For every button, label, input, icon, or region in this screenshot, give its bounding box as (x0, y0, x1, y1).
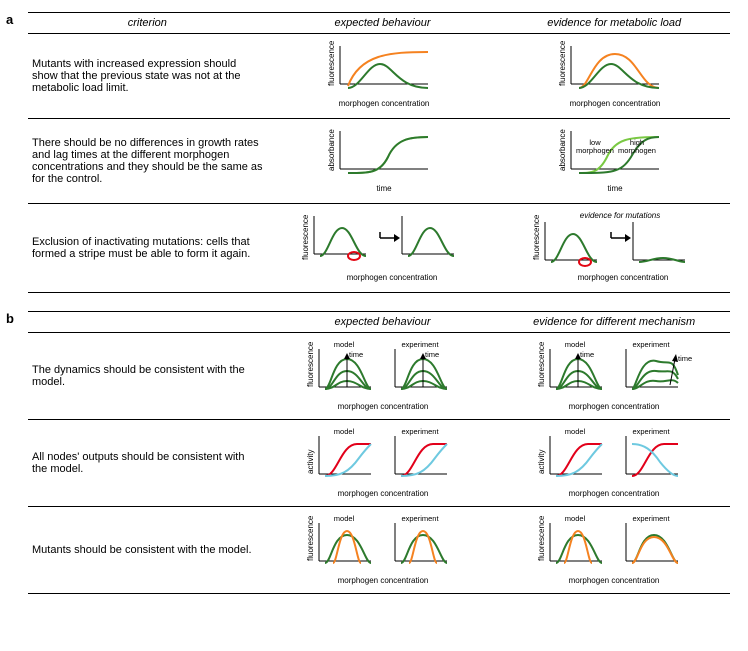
evidence-plot: fluorescence model experiment time (498, 333, 730, 420)
svg-text:morphogen concentration: morphogen concentration (337, 402, 428, 411)
header-mechanism: evidence for different mechanism (498, 312, 730, 333)
chart-svg: fluorescence morphogen concentration (557, 40, 671, 112)
svg-text:fluorescence: fluorescence (558, 40, 567, 86)
expected-plot: absorbance time (267, 119, 499, 204)
svg-text:fluorescence: fluorescence (532, 214, 541, 260)
svg-text:model: model (333, 340, 354, 349)
chart-svg-pair: fluorescence model experiment morphogen … (536, 513, 692, 587)
expected-plot: activity model experiment morphogen conc… (267, 420, 499, 507)
svg-text:absorbance: absorbance (327, 129, 336, 171)
svg-text:model: model (333, 427, 354, 436)
criterion-text: Mutants with increased expression should… (28, 34, 267, 119)
svg-text:morphogen concentration: morphogen concentration (569, 402, 660, 411)
svg-text:model: model (565, 514, 586, 523)
svg-text:fluorescence: fluorescence (537, 515, 546, 561)
chart-svg-pair: fluorescence model experiment morphogen … (305, 513, 461, 587)
svg-text:morphogen concentration: morphogen concentration (578, 273, 669, 282)
expected-plot: fluorescence model experiment morphogen … (267, 507, 499, 594)
table-row: There should be no differences in growth… (28, 119, 730, 204)
svg-text:activity: activity (306, 450, 315, 474)
svg-text:morphogen concentration: morphogen concentration (569, 576, 660, 585)
table-row: Mutants with increased expression should… (28, 34, 730, 119)
section-b-label: b (6, 311, 14, 326)
table-row: All nodes' outputs should be consistent … (28, 420, 730, 507)
svg-text:experiment: experiment (401, 340, 439, 349)
svg-text:morphogen: morphogen (618, 146, 656, 155)
chart-svg-pair: fluorescence model experiment time (536, 339, 692, 413)
evidence-plot: absorbance lowmorphogenhighmorphogen tim… (498, 119, 730, 204)
svg-text:morphogen concentration: morphogen concentration (337, 489, 428, 498)
svg-text:time: time (580, 350, 594, 359)
header-expected-b: expected behaviour (267, 312, 499, 333)
svg-text:morphogen: morphogen (576, 146, 614, 155)
header-expected: expected behaviour (267, 13, 499, 34)
chart-svg-pair: activity model experiment morphogen conc… (305, 426, 461, 500)
svg-text:activity: activity (537, 450, 546, 474)
evidence-plot: fluorescence morphogen concentration (498, 34, 730, 119)
svg-text:experiment: experiment (633, 514, 671, 523)
svg-text:morphogen concentration: morphogen concentration (346, 273, 437, 282)
criterion-text: Mutants should be consistent with the mo… (28, 507, 267, 594)
svg-text:morphogen concentration: morphogen concentration (569, 489, 660, 498)
svg-text:experiment: experiment (633, 427, 671, 436)
evidence-plot: activity model experiment morphogen conc… (498, 420, 730, 507)
header-metabolic: evidence for metabolic load (498, 13, 730, 34)
svg-text:time: time (425, 350, 439, 359)
svg-text:time: time (608, 184, 624, 193)
table-row: Mutants should be consistent with the mo… (28, 507, 730, 594)
svg-text:morphogen concentration: morphogen concentration (337, 576, 428, 585)
criterion-text: The dynamics should be consistent with t… (28, 333, 267, 420)
chart-svg-dual: fluorescence morphogen concentration (300, 210, 466, 286)
chart-svg: fluorescence morphogen concentration (326, 40, 440, 112)
table-row: Exclusion of inactivating mutations: cel… (28, 204, 730, 293)
svg-text:time: time (349, 350, 363, 359)
table-row: The dynamics should be consistent with t… (28, 333, 730, 420)
chart-svg-pair: fluorescence model experiment time time … (305, 339, 461, 413)
evidence-plot: fluorescence model experiment morphogen … (498, 507, 730, 594)
svg-text:fluorescence: fluorescence (537, 341, 546, 387)
expected-plot: fluorescence morphogen concentration (267, 34, 499, 119)
svg-text:model: model (333, 514, 354, 523)
evidence-plot: evidence for mutations fluorescence morp… (498, 204, 730, 293)
svg-text:time: time (678, 354, 692, 363)
svg-text:model: model (565, 340, 586, 349)
expected-plot: fluorescence model experiment time time … (267, 333, 499, 420)
svg-text:experiment: experiment (633, 340, 671, 349)
svg-text:fluorescence: fluorescence (301, 214, 310, 260)
svg-text:fluorescence: fluorescence (306, 341, 315, 387)
header-criterion: criterion (28, 13, 267, 34)
criterion-text: All nodes' outputs should be consistent … (28, 420, 267, 507)
section-a-label: a (6, 12, 13, 27)
section-a: a criterion expected behaviour evidence … (28, 12, 730, 293)
svg-text:experiment: experiment (401, 427, 439, 436)
chart-svg: absorbance lowmorphogenhighmorphogen tim… (557, 125, 671, 197)
svg-text:morphogen concentration: morphogen concentration (338, 99, 429, 108)
chart-svg: absorbance time (326, 125, 440, 197)
criterion-text: Exclusion of inactivating mutations: cel… (28, 204, 267, 293)
table-b: expected behaviour evidence for differen… (28, 311, 730, 594)
svg-text:absorbance: absorbance (558, 129, 567, 171)
svg-text:evidence for mutations: evidence for mutations (580, 211, 661, 220)
svg-text:fluorescence: fluorescence (327, 40, 336, 86)
svg-text:time: time (376, 184, 392, 193)
svg-text:fluorescence: fluorescence (306, 515, 315, 561)
section-b: b expected behaviour evidence for differ… (28, 311, 730, 594)
chart-svg-pair: activity model experiment morphogen conc… (536, 426, 692, 500)
expected-plot: fluorescence morphogen concentration (267, 204, 499, 293)
svg-text:morphogen concentration: morphogen concentration (570, 99, 661, 108)
chart-svg-dual: evidence for mutations fluorescence morp… (531, 210, 697, 286)
svg-text:model: model (565, 427, 586, 436)
svg-text:experiment: experiment (401, 514, 439, 523)
criterion-text: There should be no differences in growth… (28, 119, 267, 204)
table-a: criterion expected behaviour evidence fo… (28, 12, 730, 293)
